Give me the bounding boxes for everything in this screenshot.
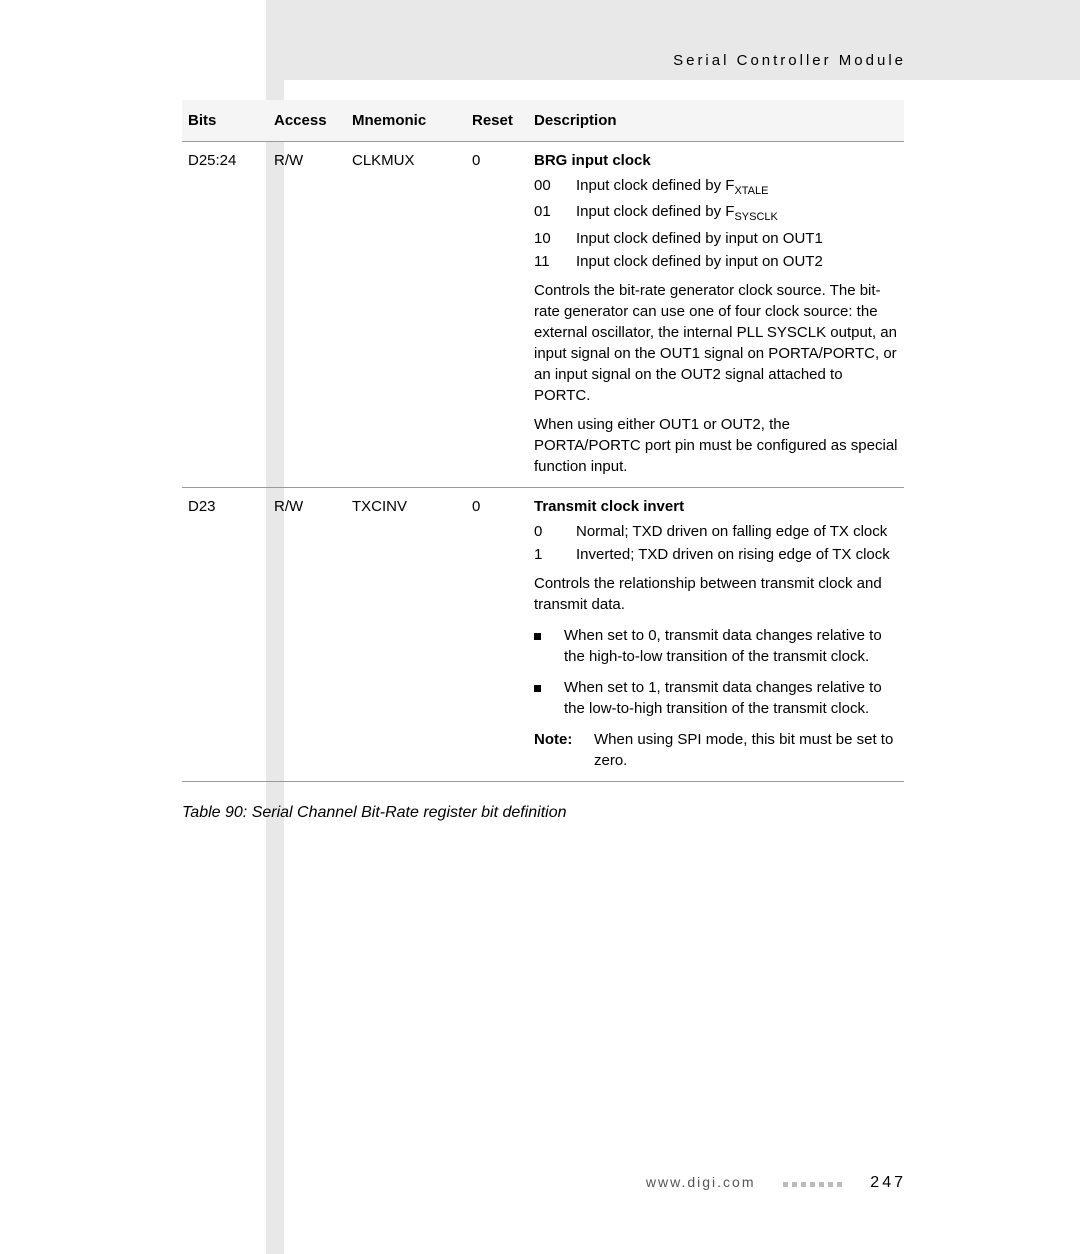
desc-option-text: Inverted; TXD driven on rising edge of T…	[576, 544, 898, 565]
desc-bullet: When set to 1, transmit data changes rel…	[534, 677, 898, 719]
desc-option-text: Normal; TXD driven on falling edge of TX…	[576, 521, 898, 542]
desc-note: Note:When using SPI mode, this bit must …	[534, 729, 898, 771]
bullet-icon	[534, 625, 564, 667]
desc-note-label: Note:	[534, 729, 594, 771]
cell-description: BRG input clock00Input clock defined by …	[528, 142, 904, 488]
cell-bits: D23	[182, 487, 268, 781]
desc-bullet-text: When set to 0, transmit data changes rel…	[564, 625, 898, 667]
desc-option: 11Input clock defined by input on OUT2	[534, 251, 898, 272]
footer-dots	[781, 1174, 844, 1190]
desc-bullet: When set to 0, transmit data changes rel…	[534, 625, 898, 667]
table-row: D23R/WTXCINV0Transmit clock invert0Norma…	[182, 487, 904, 781]
cell-mnemonic: TXCINV	[346, 487, 466, 781]
desc-option: 01Input clock defined by FSYSCLK	[534, 201, 898, 225]
cell-mnemonic: CLKMUX	[346, 142, 466, 488]
table-row: D25:24R/WCLKMUX0BRG input clock00Input c…	[182, 142, 904, 488]
th-reset: Reset	[466, 100, 528, 142]
desc-option-text: Input clock defined by input on OUT1	[576, 228, 898, 249]
desc-option-text: Input clock defined by input on OUT2	[576, 251, 898, 272]
register-table: Bits Access Mnemonic Reset Description D…	[182, 100, 904, 782]
footer-url: www.digi.com	[646, 1174, 756, 1190]
desc-option-code: 00	[534, 175, 576, 199]
cell-bits: D25:24	[182, 142, 268, 488]
cell-reset: 0	[466, 142, 528, 488]
desc-paragraph: Controls the bit-rate generator clock so…	[534, 280, 898, 406]
desc-option-text: Input clock defined by FSYSCLK	[576, 201, 898, 225]
desc-note-text: When using SPI mode, this bit must be se…	[594, 729, 898, 771]
desc-option-code: 01	[534, 201, 576, 225]
desc-option: 0Normal; TXD driven on falling edge of T…	[534, 521, 898, 542]
footer-page: 247	[870, 1174, 906, 1191]
desc-option: 10Input clock defined by input on OUT1	[534, 228, 898, 249]
th-bits: Bits	[182, 100, 268, 142]
desc-option: 1Inverted; TXD driven on rising edge of …	[534, 544, 898, 565]
desc-option-code: 0	[534, 521, 576, 542]
desc-option-code: 10	[534, 228, 576, 249]
cell-access: R/W	[268, 487, 346, 781]
th-mnemonic: Mnemonic	[346, 100, 466, 142]
desc-option: 00Input clock defined by FXTALE	[534, 175, 898, 199]
desc-paragraph: When using either OUT1 or OUT2, the PORT…	[534, 414, 898, 477]
th-description: Description	[528, 100, 904, 142]
bullet-icon	[534, 677, 564, 719]
content-area: Bits Access Mnemonic Reset Description D…	[182, 100, 904, 822]
cell-access: R/W	[268, 142, 346, 488]
desc-option-text: Input clock defined by FXTALE	[576, 175, 898, 199]
th-access: Access	[268, 100, 346, 142]
desc-option-code: 1	[534, 544, 576, 565]
desc-title: Transmit clock invert	[534, 498, 898, 515]
desc-title: BRG input clock	[534, 152, 898, 169]
table-caption: Table 90: Serial Channel Bit-Rate regist…	[182, 804, 904, 822]
cell-reset: 0	[466, 487, 528, 781]
cell-description: Transmit clock invert 0Normal; TXD driven…	[528, 487, 904, 781]
section-title: Serial Controller Module	[673, 52, 906, 69]
desc-option-code: 11	[534, 251, 576, 272]
desc-bullet-text: When set to 1, transmit data changes rel…	[564, 677, 898, 719]
page-footer: www.digi.com 247	[0, 1174, 1080, 1192]
desc-paragraph: Controls the relationship between transm…	[534, 573, 898, 615]
